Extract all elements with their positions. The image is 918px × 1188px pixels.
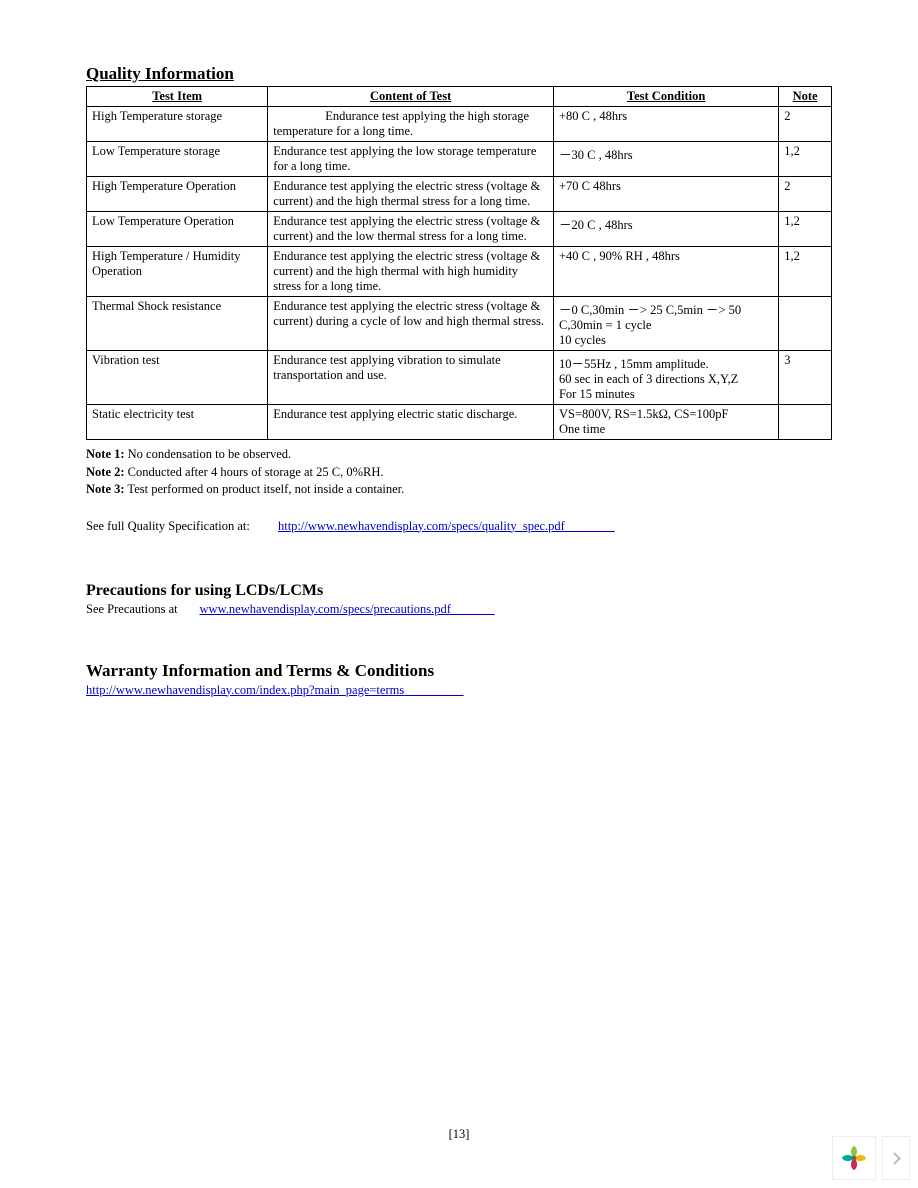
note-line: Note 1: No condensation to be observed. [86, 446, 832, 464]
cell-content: Endurance test applying the electric str… [268, 177, 554, 212]
warranty-section: Warranty Information and Terms & Conditi… [86, 661, 832, 698]
table-row: Static electricity testEndurance test ap… [87, 405, 832, 440]
cell-note: 2 [779, 177, 832, 212]
cell-content: Endurance test applying the high storage… [268, 107, 554, 142]
cell-content: Endurance test applying the low storage … [268, 142, 554, 177]
cell-content: Endurance test applying the electric str… [268, 212, 554, 247]
cell-note [779, 297, 832, 351]
page-number: [13] [0, 1127, 918, 1142]
precautions-section: Precautions for using LCDs/LCMs See Prec… [86, 582, 832, 617]
cell-note [779, 405, 832, 440]
cell-note: 2 [779, 107, 832, 142]
note-line: Note 2: Conducted after 4 hours of stora… [86, 464, 832, 482]
note-text: No condensation to be observed. [125, 447, 292, 461]
table-row: High Temperature OperationEndurance test… [87, 177, 832, 212]
warranty-link[interactable]: http://www.newhavendisplay.com/index.php… [86, 683, 404, 697]
quality-title: Quality Information [86, 64, 832, 84]
cell-note: 1,2 [779, 142, 832, 177]
notes-block: Note 1: No condensation to be observed.N… [86, 446, 832, 499]
cell-content: Endurance test applying vibration to sim… [268, 351, 554, 405]
precautions-title: Precautions for using LCDs/LCMs [86, 582, 832, 600]
note-text: Conducted after 4 hours of storage at 25… [125, 465, 384, 479]
cell-condition: －0 C,30min －> 25 C,5min －> 50 C,30min = … [553, 297, 778, 351]
flower-logo[interactable] [832, 1136, 876, 1180]
cell-condition: 10－55Hz , 15mm amplitude.60 sec in each … [553, 351, 778, 405]
page-content: Quality Information Test Item Content of… [0, 0, 918, 698]
cell-content: Endurance test applying electric static … [268, 405, 554, 440]
note-label: Note 1: [86, 447, 125, 461]
note-label: Note 2: [86, 465, 125, 479]
quality-see-line: See full Quality Specification at: http:… [86, 519, 832, 534]
precautions-link[interactable]: www.newhavendisplay.com/specs/precaution… [200, 602, 451, 616]
cell-note: 1,2 [779, 212, 832, 247]
header-condition: Test Condition [553, 87, 778, 107]
cell-content: Endurance test applying the electric str… [268, 247, 554, 297]
link-trail [565, 519, 615, 534]
precautions-line: See Precautions at www.newhavendisplay.c… [86, 602, 832, 617]
cell-item: Low Temperature Operation [87, 212, 268, 247]
cell-item: Static electricity test [87, 405, 268, 440]
cell-item: High Temperature Operation [87, 177, 268, 212]
table-header-row: Test Item Content of Test Test Condition… [87, 87, 832, 107]
cell-condition: +70 C 48hrs [553, 177, 778, 212]
cell-condition: －20 C , 48hrs [553, 212, 778, 247]
chevron-right-icon [888, 1152, 901, 1165]
corner-widget [832, 1136, 910, 1180]
table-row: Low Temperature OperationEndurance test … [87, 212, 832, 247]
link-trail [404, 683, 463, 698]
cell-condition: +40 C , 90% RH , 48hrs [553, 247, 778, 297]
table-row: Low Temperature storageEndurance test ap… [87, 142, 832, 177]
next-button[interactable] [882, 1136, 910, 1180]
quality-spec-link[interactable]: http://www.newhavendisplay.com/specs/qua… [278, 519, 565, 533]
header-content: Content of Test [268, 87, 554, 107]
quality-see-prefix: See full Quality Specification at: [86, 519, 250, 533]
precautions-see-prefix: See Precautions at [86, 602, 178, 616]
header-item: Test Item [87, 87, 268, 107]
warranty-title: Warranty Information and Terms & Conditi… [86, 661, 832, 681]
flower-icon [839, 1143, 869, 1173]
cell-condition: －30 C , 48hrs [553, 142, 778, 177]
cell-item: Low Temperature storage [87, 142, 268, 177]
cell-item: Vibration test [87, 351, 268, 405]
cell-item: High Temperature storage [87, 107, 268, 142]
link-trail [451, 602, 495, 617]
cell-item: Thermal Shock resistance [87, 297, 268, 351]
table-row: Thermal Shock resistanceEndurance test a… [87, 297, 832, 351]
note-line: Note 3: Test performed on product itself… [86, 481, 832, 499]
warranty-line: http://www.newhavendisplay.com/index.php… [86, 683, 832, 698]
note-text: Test performed on product itself, not in… [125, 482, 405, 496]
cell-content: Endurance test applying the electric str… [268, 297, 554, 351]
cell-note: 1,2 [779, 247, 832, 297]
table-row: High Temperature storageEndurance test a… [87, 107, 832, 142]
cell-condition: +80 C , 48hrs [553, 107, 778, 142]
cell-note: 3 [779, 351, 832, 405]
table-row: High Temperature / Humidity OperationEnd… [87, 247, 832, 297]
note-label: Note 3: [86, 482, 125, 496]
cell-item: High Temperature / Humidity Operation [87, 247, 268, 297]
quality-table: Test Item Content of Test Test Condition… [86, 86, 832, 440]
table-row: Vibration testEndurance test applying vi… [87, 351, 832, 405]
header-note: Note [779, 87, 832, 107]
cell-condition: VS=800V, RS=1.5kΩ, CS=100pF One time [553, 405, 778, 440]
